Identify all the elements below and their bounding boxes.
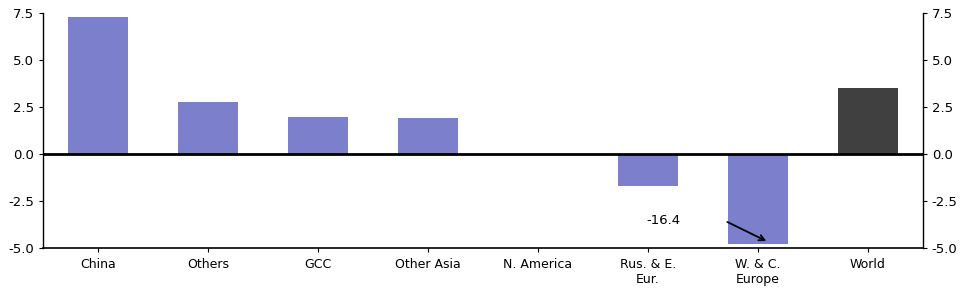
Bar: [68, 17, 128, 154]
Text: -16.4: -16.4: [647, 214, 681, 227]
Bar: [617, 154, 678, 186]
Bar: [838, 88, 898, 154]
Bar: [727, 154, 788, 244]
Bar: [288, 116, 349, 154]
Bar: [398, 118, 458, 154]
Bar: [178, 101, 239, 154]
